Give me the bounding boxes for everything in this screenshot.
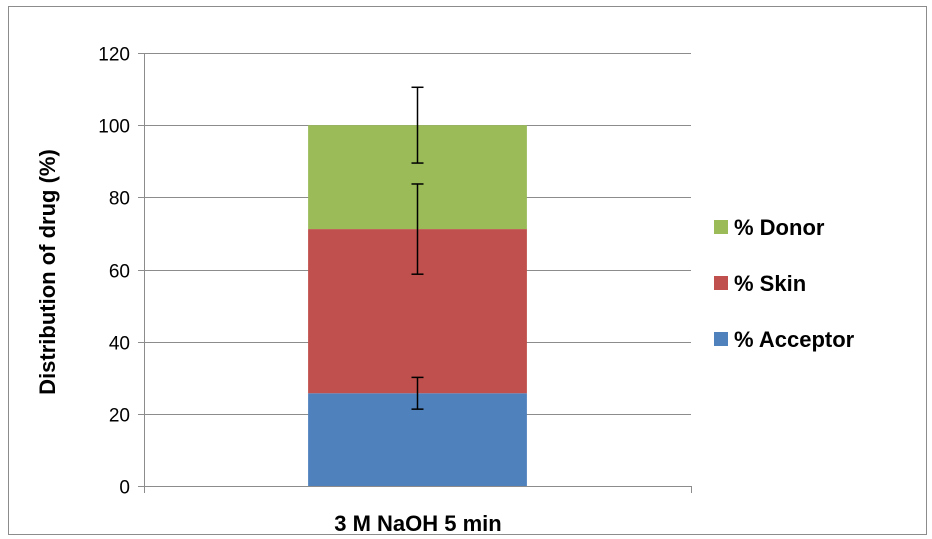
y-tick-label-0: 0 bbox=[119, 478, 130, 499]
y-tick-label-120: 120 bbox=[98, 45, 130, 66]
legend-swatch-acceptor bbox=[714, 332, 728, 346]
legend-label-skin: % Skin bbox=[734, 271, 806, 296]
legend-swatch-donor bbox=[714, 220, 728, 234]
legend-label-acceptor: % Acceptor bbox=[734, 327, 855, 352]
y-tick-label-20: 20 bbox=[109, 406, 130, 427]
legend-swatch-skin bbox=[714, 276, 728, 290]
x-axis-category-label: 3 M NaOH 5 min bbox=[334, 511, 501, 536]
error-bars bbox=[411, 86, 424, 410]
y-tick-labels: 0 20 40 60 80 100 120 bbox=[98, 45, 130, 499]
y-tick-label-60: 60 bbox=[109, 262, 130, 283]
y-tick-label-40: 40 bbox=[109, 334, 130, 355]
y-tick-label-80: 80 bbox=[109, 189, 130, 210]
y-tick-label-100: 100 bbox=[98, 117, 130, 138]
y-axis-title: Distribution of drug (%) bbox=[35, 149, 60, 395]
legend-label-donor: % Donor bbox=[734, 215, 825, 240]
bars bbox=[308, 125, 527, 486]
axes bbox=[138, 53, 692, 493]
legend: % Donor % Skin % Acceptor bbox=[714, 215, 855, 352]
